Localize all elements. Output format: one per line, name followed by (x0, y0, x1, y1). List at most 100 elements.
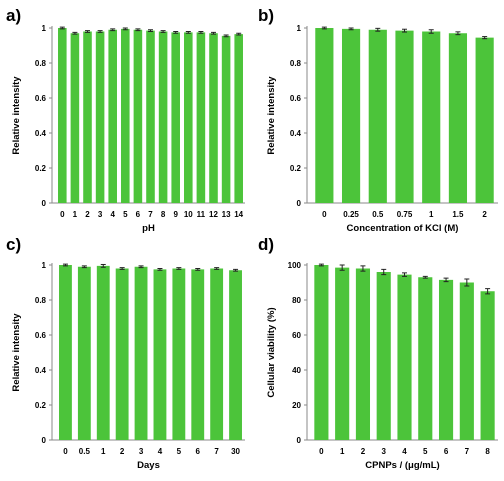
bar (438, 279, 454, 440)
bar (368, 29, 387, 203)
bar (422, 31, 441, 203)
bar (459, 282, 474, 440)
bar (133, 29, 143, 203)
bar (210, 268, 224, 440)
bar (108, 29, 117, 203)
x-tick-label: 5 (423, 447, 428, 456)
x-tick-label: 8 (161, 210, 166, 219)
bar (315, 28, 334, 203)
x-tick-label: 3 (381, 447, 386, 456)
bar (335, 267, 350, 440)
bar (70, 33, 80, 203)
bar (58, 28, 67, 203)
y-tick-label: 0.8 (35, 59, 47, 68)
y-axis-title: Cellular viability (%) (266, 307, 277, 397)
bar (171, 32, 180, 203)
bar (115, 268, 129, 440)
x-axis-title: Concentration of KCl (M) (347, 223, 459, 234)
x-axis-title: pH (142, 223, 155, 234)
bar (172, 268, 186, 440)
bar (448, 33, 468, 203)
x-tick-label: 10 (184, 210, 193, 219)
bar (341, 28, 361, 203)
x-tick-label: 11 (197, 210, 206, 219)
y-tick-label: 1 (297, 24, 302, 33)
x-tick-label: 7 (148, 210, 153, 219)
y-axis-title: Relative intensity (266, 76, 277, 155)
y-tick-label: 0.6 (35, 331, 47, 340)
x-tick-label: 4 (402, 447, 407, 456)
bar (196, 32, 206, 203)
bar (355, 268, 371, 440)
panel-letter: b) (258, 6, 274, 25)
y-tick-label: 0 (297, 199, 302, 208)
x-tick-label: 1 (101, 447, 106, 456)
y-tick-label: 100 (288, 261, 302, 270)
bar (83, 31, 92, 203)
y-tick-label: 0.8 (290, 59, 302, 68)
x-tick-label: 30 (231, 447, 240, 456)
bar (191, 269, 205, 440)
y-tick-label: 0.2 (35, 401, 47, 410)
x-axis-title: Days (137, 460, 160, 471)
x-tick-label: 2 (482, 210, 487, 219)
bar (418, 277, 433, 440)
bar (146, 30, 155, 203)
y-tick-label: 0.2 (35, 164, 47, 173)
x-tick-label: 3 (98, 210, 103, 219)
y-tick-label: 0.6 (290, 94, 302, 103)
x-tick-label: 0 (60, 210, 65, 219)
y-tick-label: 0.4 (35, 366, 47, 375)
bar (77, 266, 91, 440)
x-tick-label: 0 (322, 210, 327, 219)
x-tick-label: 0 (63, 447, 68, 456)
chart-panel-4: d) 0 20 40 60 80 100 0 1 2 3 4 5 6 7 8 CPNPs / (μg/mL) Ce… (258, 235, 498, 471)
bar (376, 272, 391, 440)
y-tick-label: 0.6 (35, 94, 47, 103)
y-tick-label: 60 (292, 331, 301, 340)
bar (96, 265, 110, 440)
bar (153, 269, 167, 440)
chart-panel-3: c) 0 0.2 0.4 0.6 0.8 1 0 0.5 1 2 3 4 5 6 7 30 Days Relativ… (6, 235, 245, 471)
x-tick-label: 0.5 (79, 447, 91, 456)
x-tick-label: 0 (319, 447, 324, 456)
x-tick-label: 6 (196, 447, 201, 456)
y-tick-label: 1 (42, 261, 47, 270)
bar (158, 31, 168, 203)
y-tick-label: 80 (292, 296, 301, 305)
x-tick-label: 0.25 (343, 210, 359, 219)
bar (59, 265, 72, 440)
y-tick-label: 1 (42, 24, 47, 33)
bar (314, 265, 329, 440)
y-axis-title: Relative intensity (11, 313, 22, 392)
x-tick-label: 14 (234, 210, 243, 219)
y-tick-label: 0.8 (35, 296, 47, 305)
x-tick-label: 1 (73, 210, 78, 219)
bar (395, 30, 414, 203)
y-tick-label: 0.2 (290, 164, 302, 173)
y-axis-title: Relative intensity (11, 76, 22, 155)
x-tick-label: 5 (177, 447, 182, 456)
bar (229, 270, 242, 440)
y-tick-label: 40 (292, 366, 301, 375)
y-tick-label: 0 (42, 436, 47, 445)
x-tick-label: 8 (485, 447, 490, 456)
bar (95, 31, 105, 203)
x-tick-label: 0.75 (397, 210, 413, 219)
y-tick-label: 0 (42, 199, 47, 208)
panel-letter: d) (258, 235, 274, 254)
bar (234, 34, 243, 203)
x-axis-title: CPNPs / (μg/mL) (365, 460, 439, 471)
bar (397, 274, 412, 440)
bar (480, 291, 495, 440)
chart-panel-2: b) 0 0.2 0.4 0.6 0.8 1 0 0.25 0.5 0.75 1 1.5 2 Concent… (258, 6, 498, 234)
x-tick-label: 7 (465, 447, 470, 456)
x-tick-label: 2 (120, 447, 125, 456)
y-tick-label: 20 (292, 401, 301, 410)
bar (184, 32, 193, 203)
x-tick-label: 6 (444, 447, 449, 456)
panel-letter: a) (6, 6, 21, 25)
y-tick-label: 0 (297, 436, 302, 445)
x-tick-label: 2 (361, 447, 366, 456)
